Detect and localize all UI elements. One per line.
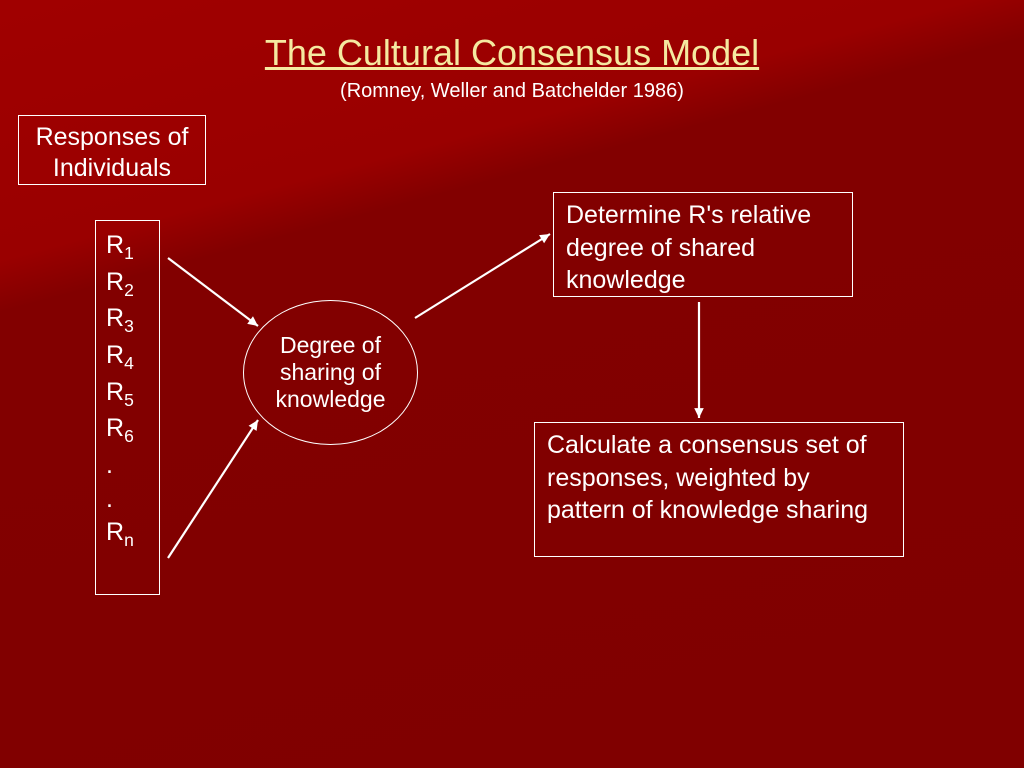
degree-ellipse-wrap: Degree of sharing of knowledge [243, 300, 418, 445]
r-item: R2 [106, 266, 149, 303]
determine-box: Determine R's relative degree of shared … [553, 192, 853, 297]
responses-label-box: Responses of Individuals [18, 115, 206, 185]
r-item: R6 [106, 412, 149, 449]
degree-ellipse: Degree of sharing of knowledge [243, 300, 418, 445]
r-item: R5 [106, 376, 149, 413]
r-item: R1 [106, 229, 149, 266]
slide-title: The Cultural Consensus Model [0, 32, 1024, 74]
r-item: R3 [106, 302, 149, 339]
r-item: Rn [106, 516, 149, 553]
calculate-box: Calculate a consensus set of responses, … [534, 422, 904, 557]
slide-subtitle: (Romney, Weller and Batchelder 1986) [0, 80, 1024, 103]
responses-label-line1: Responses of [36, 123, 189, 151]
r-item: . [106, 483, 149, 517]
r-item: R4 [106, 339, 149, 376]
responses-label-line2: Individuals [53, 154, 171, 182]
r-column-box: R1R2R3R4R5R6..Rn [95, 220, 160, 595]
r-item: . [106, 449, 149, 483]
